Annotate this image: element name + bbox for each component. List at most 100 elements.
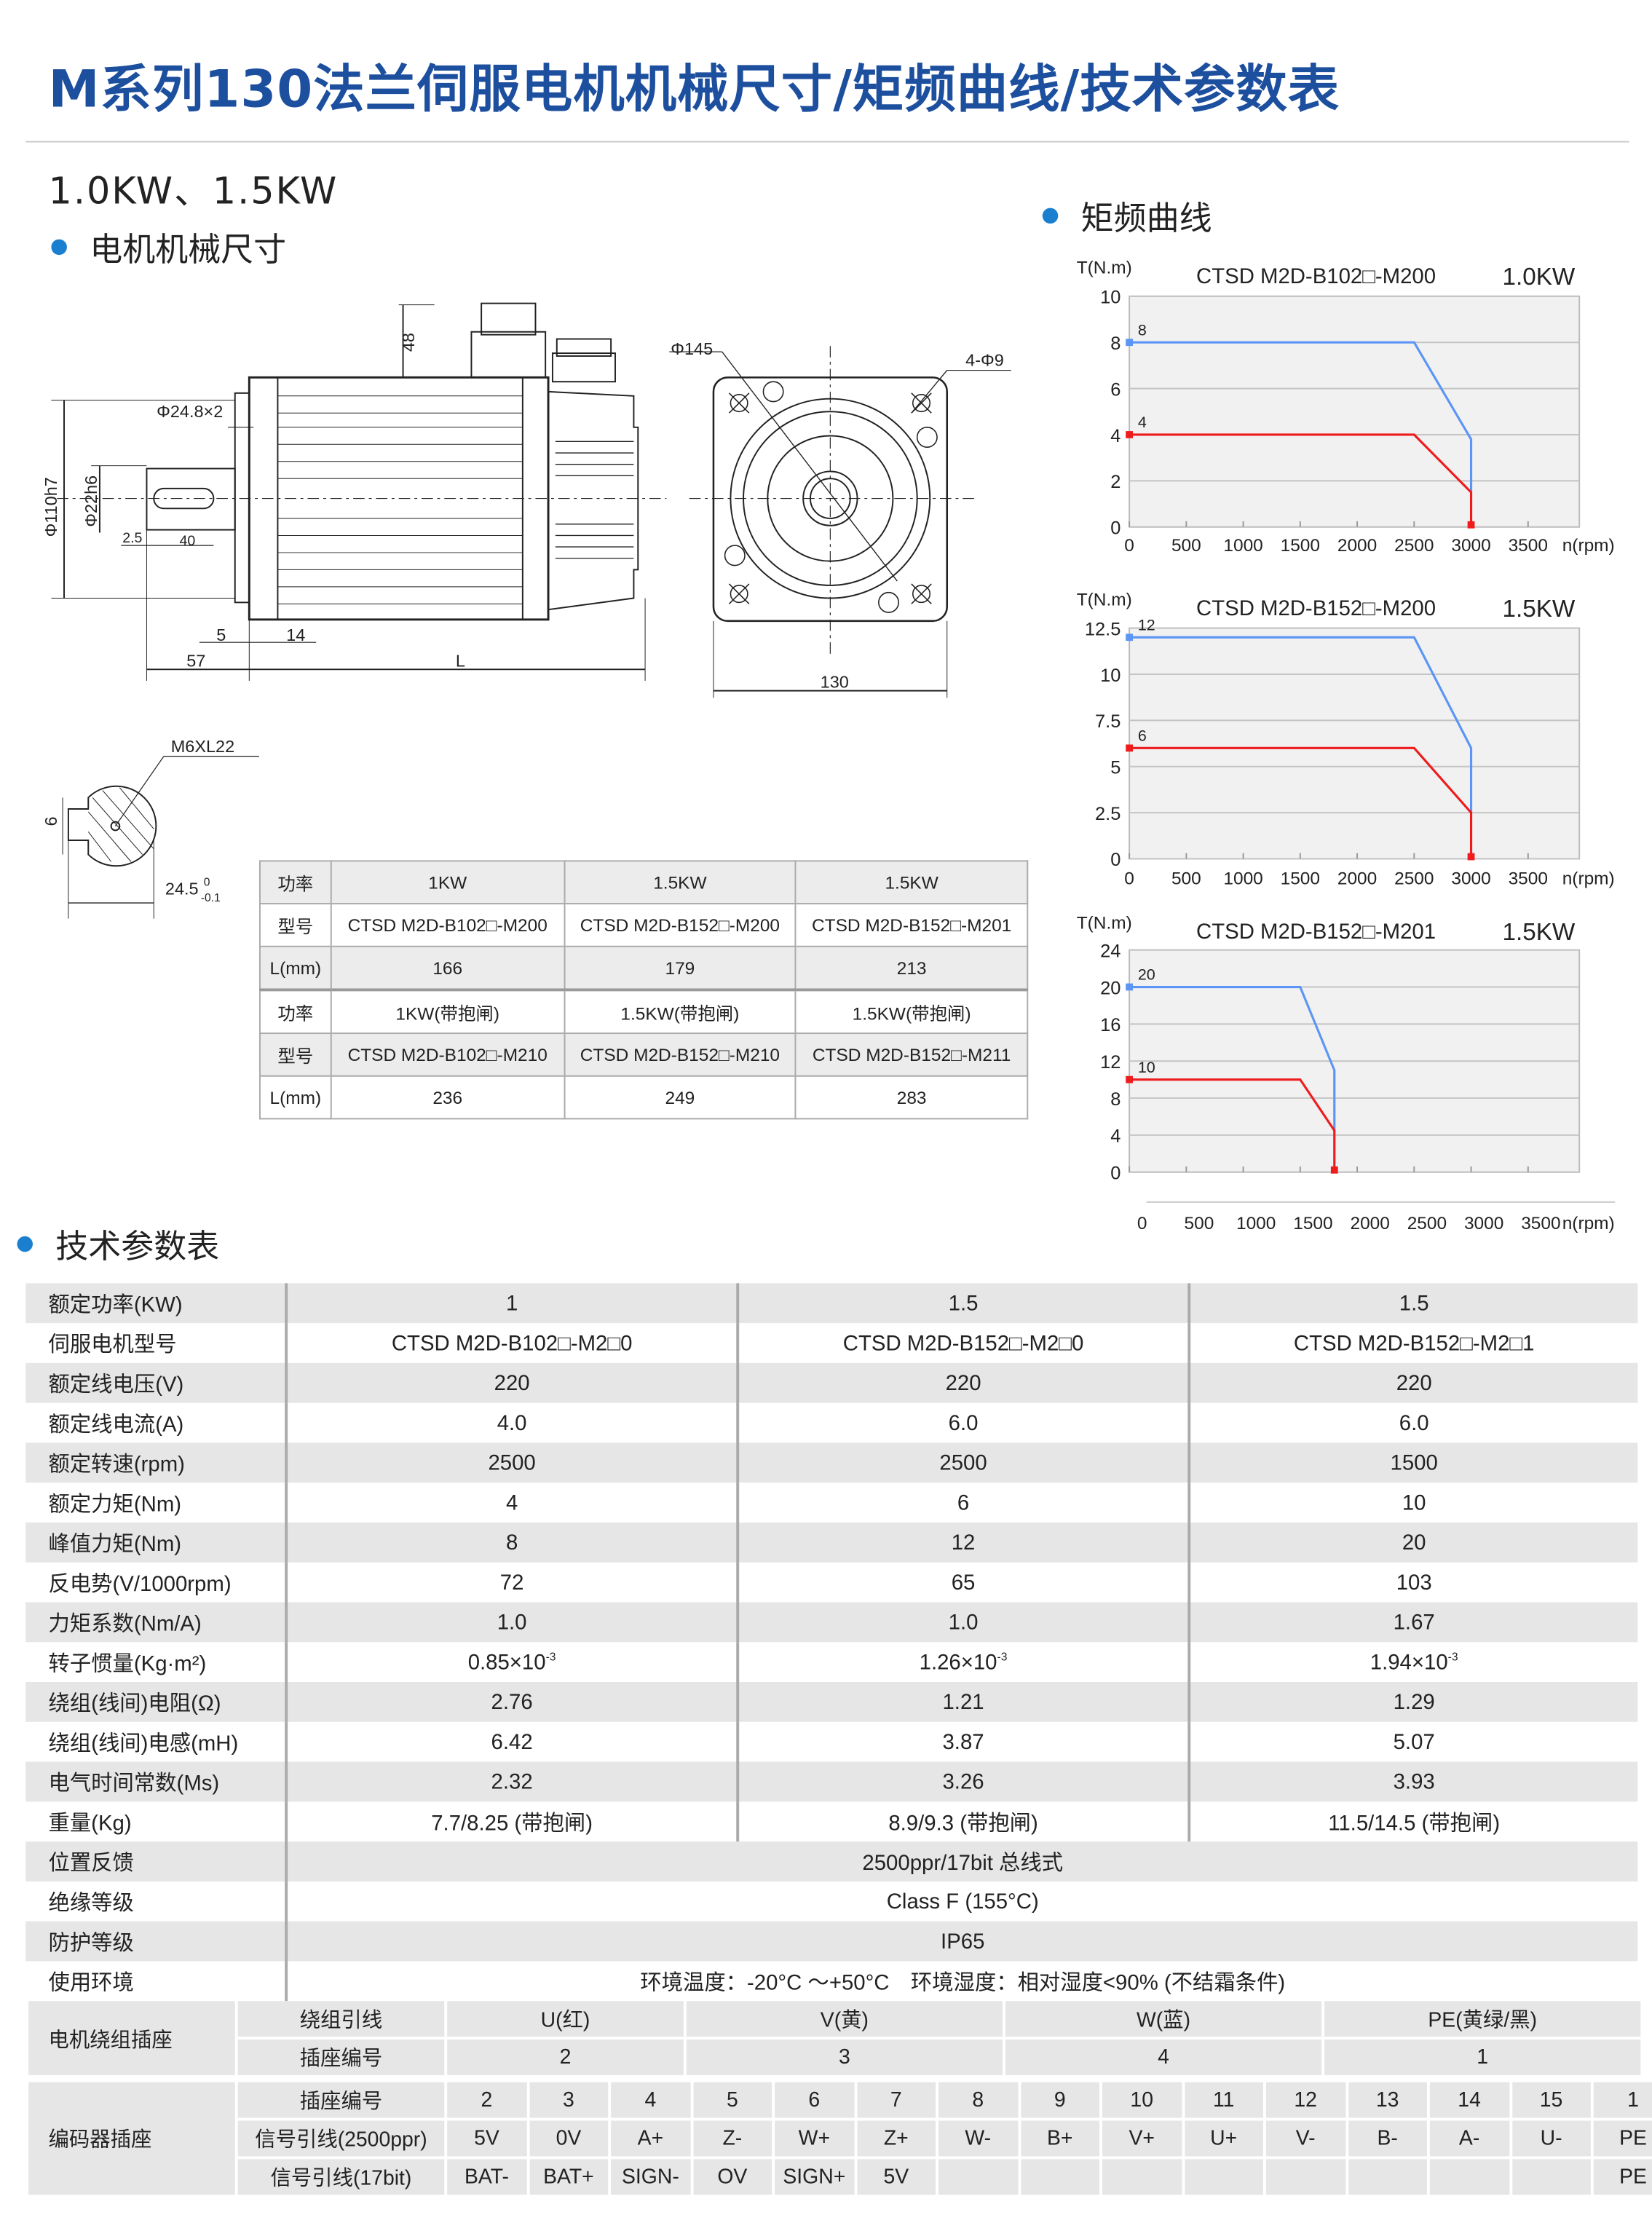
signal-2500ppr: U+ (1184, 2120, 1263, 2157)
table-row: 插座编号 2 3 4 1 (28, 2039, 1641, 2075)
x-tick-label: 1500 (1293, 1214, 1332, 1233)
dim-24-5: 24.5 (165, 879, 199, 898)
table-row: 编码器插座 插座编号 2 3 4 5 6 7 8 9 10 11 12 13 14 15 1 (28, 2082, 1652, 2195)
series-line-rated (1129, 433, 1473, 527)
pin-number: 6 (775, 2082, 854, 2118)
spec-row: 反电势(V/1000rpm) 72 65 103 (25, 1562, 1638, 1603)
spec-label: 额定转速(rpm) (25, 1442, 287, 1483)
y-axis-label: T(N.m) (1077, 258, 1132, 278)
spec-value: 3.93 (1187, 1761, 1638, 1802)
y-tick-label: 12 (1100, 1052, 1121, 1073)
spec-value: 1.67 (1187, 1602, 1638, 1643)
chart-power: 1.5KW (1503, 919, 1576, 946)
spec-row: 电气时间常数(Ms) 2.32 3.26 3.93 (25, 1761, 1638, 1802)
spec-label: 额定功率(KW) (25, 1283, 287, 1324)
spec-label: 位置反馈 (25, 1841, 287, 1882)
x-tick-label: 500 (1171, 536, 1201, 556)
spec-label: 防护等级 (25, 1921, 287, 1962)
table-cell: CTSD M2D-B152□-M211 (795, 1032, 1029, 1077)
spec-value: 1.21 (736, 1682, 1190, 1722)
data-label: 20 (1138, 966, 1155, 984)
spec-value: 5.07 (1187, 1721, 1638, 1762)
pin-number: 9 (1020, 2082, 1100, 2118)
spec-row: 额定力矩(Nm) 4 6 10 (25, 1482, 1638, 1523)
spec-label: 使用环境 (48, 1970, 134, 1995)
table-row: 电机绕组插座 绕组引线 U(红) V(黄) W(蓝) PE(黄绿/黑) (28, 2001, 1641, 2075)
series-start-marker (1126, 431, 1133, 438)
signal-17bit: BAT+ (529, 2159, 609, 2195)
spec-value: 1.0 (285, 1602, 738, 1643)
dim-tol-upper: 0 (204, 877, 210, 889)
page-title: M系列130法兰伺服电机机械尺寸/矩频曲线/技术参数表 (48, 61, 1340, 120)
spec-value: 220 (1187, 1362, 1638, 1403)
spec-row: 重量(Kg) 7.7/8.25 (带抱闸) 8.9/9.3 (带抱闸) 11.5/14… (25, 1801, 1638, 1842)
series-line-peak (1129, 636, 1473, 813)
chart-power: 1.0KW (1503, 264, 1576, 291)
encoder-socket-label: 编码器插座 (28, 2082, 235, 2195)
spec-label: 力矩系数(Nm/A) (25, 1602, 287, 1643)
y-axis-label: T(N.m) (1077, 590, 1132, 609)
table-cell: 249 (563, 1075, 797, 1120)
pin-number: 1 (1593, 2082, 1652, 2118)
spec-label: 绕组(线间)电感(mH) (48, 1731, 239, 1756)
title-divider (25, 141, 1629, 143)
table-row: 信号引线(2500ppr) 5V 0V A+ Z- W+ Z+ W- B+ V+ U+ V- B- A- U… (28, 2120, 1652, 2157)
x-axis-label: n(rpm) (1562, 869, 1615, 889)
plot-area (1129, 627, 1581, 860)
spec-value: 6.0 (736, 1402, 1190, 1443)
signal-17bit (938, 2159, 1018, 2195)
dim-6: 6 (42, 816, 60, 826)
data-label: 6 (1138, 727, 1147, 745)
x-tick-label: 2000 (1337, 869, 1377, 889)
y-tick-label: 12.5 (1085, 619, 1121, 639)
chart-power: 1.5KW (1503, 596, 1576, 623)
series-line-peak (1129, 341, 1473, 493)
spec-value: CTSD M2D-B152□-M2□1 (1187, 1323, 1638, 1363)
pin-number: 13 (1348, 2082, 1427, 2118)
dimensions-heading: 电机机械尺寸 (51, 222, 286, 271)
dimension-table: 功率 1KW 1.5KW 1.5KW 型号 CTSD M2D-B102□-M200 CTSD… (258, 860, 1029, 1120)
signal-17bit: 5V (856, 2159, 936, 2195)
data-label: 10 (1138, 1059, 1155, 1076)
signal-17bit: SIGN+ (775, 2159, 854, 2195)
curves-heading: 矩频曲线 (1042, 191, 1212, 240)
signal-2500ppr: W+ (775, 2120, 854, 2157)
table-row: 型号 CTSD M2D-B102□-M200 CTSD M2D-B152□-M200… (258, 903, 1029, 947)
row-label: 信号引线(2500ppr) (237, 2120, 445, 2157)
spec-value: 1.94×10-3 (1187, 1642, 1638, 1683)
row-label: 插座编号 (237, 2082, 445, 2118)
spec-value: 10 (1187, 1482, 1638, 1523)
signal-17bit: SIGN- (611, 2159, 690, 2195)
row-label: L(mm) (258, 1075, 332, 1120)
spec-value: 8.9/9.3 (带抱闸) (736, 1801, 1190, 1842)
chart-title: CTSD M2D-B152□-M200 (1196, 596, 1436, 620)
dim-57: 57 (186, 651, 205, 670)
x-tick-label: 3000 (1451, 869, 1490, 889)
y-tick-label: 16 (1100, 1015, 1121, 1035)
y-tick-label: 4 (1110, 426, 1121, 446)
table-cell: CTSD M2D-B152□-M201 (795, 903, 1029, 947)
spec-value: 1500 (1187, 1442, 1638, 1483)
spec-value: 220 (285, 1362, 738, 1403)
spec-value: 11.5/14.5 (带抱闸) (1187, 1801, 1638, 1842)
dim-L: L (456, 651, 465, 670)
x-tick-label: 0 (1124, 536, 1134, 556)
y-tick-label: 2.5 (1095, 804, 1121, 824)
x-tick-label: 3500 (1509, 536, 1548, 556)
spec-value: 1 (285, 1283, 738, 1324)
spec-row: 额定线电压(V) 220 220 220 (25, 1362, 1638, 1403)
x-tick-label: 2000 (1350, 1214, 1389, 1233)
chart-title: CTSD M2D-B102□-M200 (1196, 264, 1436, 288)
series-start-marker (1126, 744, 1133, 752)
shaft-section-view (62, 756, 259, 919)
row-label: 型号 (258, 1032, 332, 1077)
spec-value: 1.29 (1187, 1682, 1638, 1722)
series-start-marker (1126, 1075, 1133, 1083)
y-axis-label: T(N.m) (1077, 913, 1132, 933)
spec-label: 电气时间常数(Ms) (25, 1761, 287, 1802)
signal-17bit (1429, 2159, 1509, 2195)
spec-label: 绝缘等级 (48, 1890, 134, 1915)
data-label: 12 (1138, 616, 1155, 633)
x-tick-label: 1500 (1281, 536, 1320, 556)
spec-value: 2500 (736, 1442, 1190, 1483)
